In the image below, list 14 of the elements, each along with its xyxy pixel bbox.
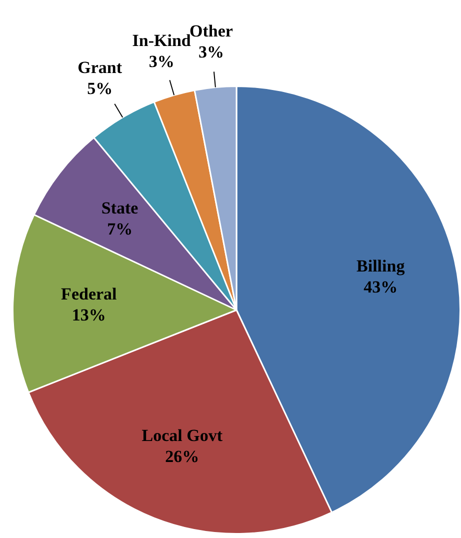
slice-label: In-Kind <box>132 31 192 50</box>
slice-label: State <box>101 198 139 218</box>
data-label: 43% <box>364 278 398 297</box>
slice-label: Other <box>190 22 234 41</box>
data-label: 5% <box>87 78 113 98</box>
data-label: 26% <box>165 447 200 466</box>
data-label: 13% <box>72 305 106 324</box>
slice-label: Local Govt <box>142 426 223 446</box>
data-label: 3% <box>198 42 224 62</box>
slice-label: Grant <box>78 58 122 77</box>
data-label: 3% <box>148 52 174 72</box>
slice-label: Federal <box>61 284 118 304</box>
data-label: 7% <box>107 219 133 238</box>
slice-label: Billing <box>356 256 406 276</box>
